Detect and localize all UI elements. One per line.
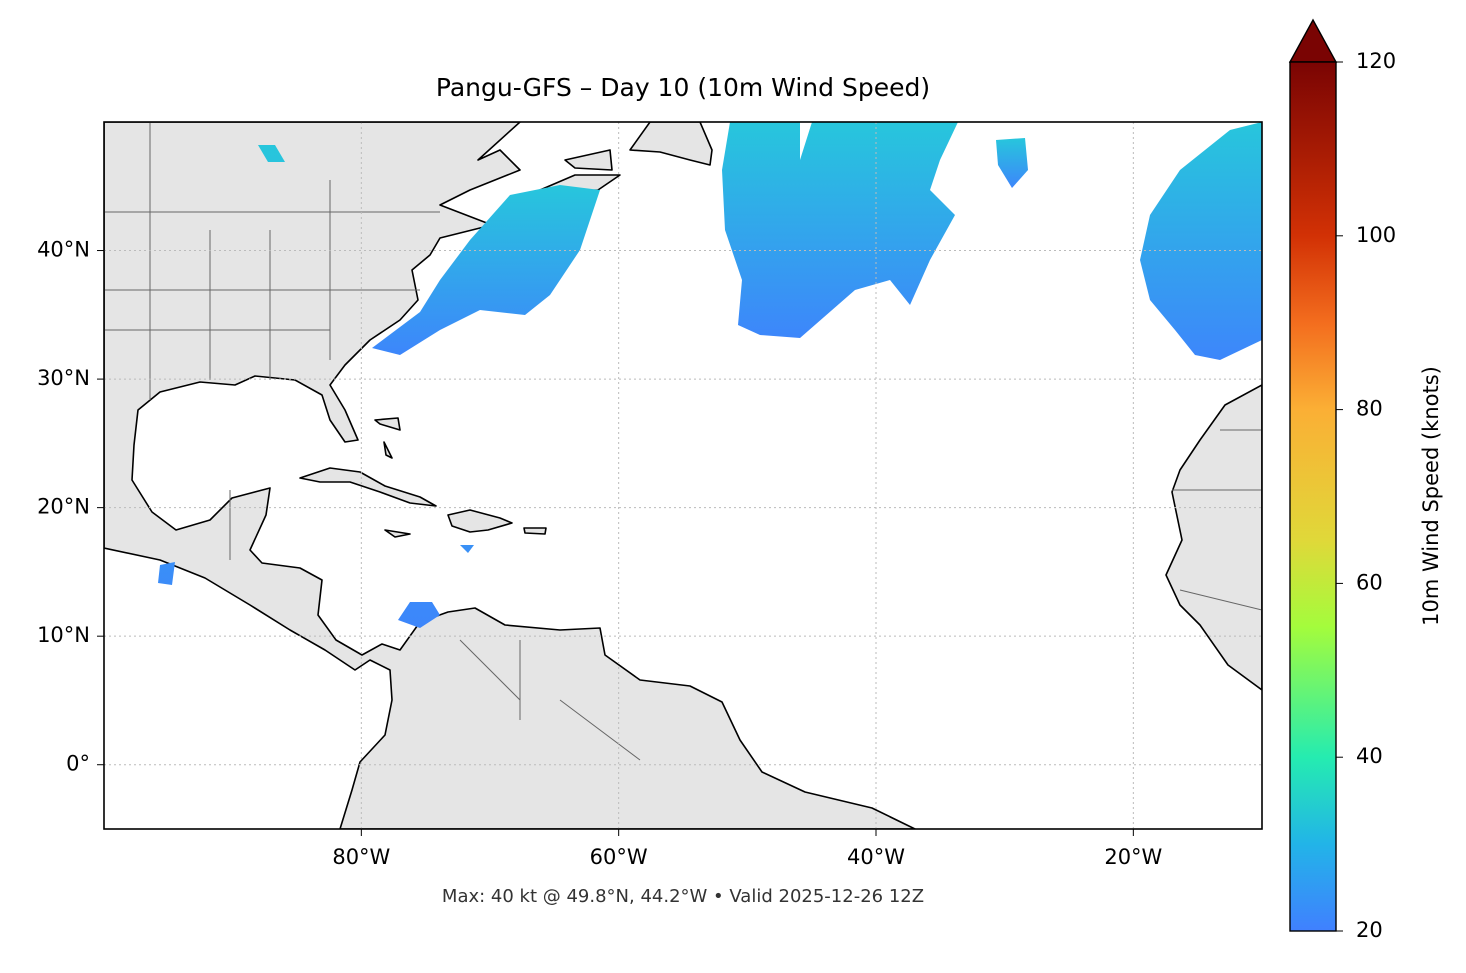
wind-region [722,122,958,338]
americas [104,122,916,829]
y-tick-label: 10°N [37,623,90,647]
grid [104,122,1262,829]
subtitle: Max: 40 kt @ 49.8°N, 44.2°W • Valid 2025… [442,886,924,907]
y-tick-label: 30°N [37,366,90,390]
colorbar-tick-label: 20 [1356,918,1383,942]
colorbar-tick-label: 100 [1356,223,1396,247]
y-tick-label: 0° [66,752,90,776]
colorbar-tick-label: 120 [1356,49,1396,73]
y-tick-label: 40°N [37,238,90,262]
colorbar-tick-label: 60 [1356,570,1383,594]
map [104,122,1262,829]
wind-region [1140,122,1262,360]
map-frame [103,121,1263,830]
cuba [299,467,437,507]
colorbar-tick-label: 80 [1356,397,1383,421]
wind-region [372,185,600,355]
x-tick-label: 40°W [847,845,905,869]
x-tick-label: 80°W [332,845,390,869]
colorbar [1289,61,1337,932]
colorbar-extend [1288,18,1338,63]
colorbar-label: 10m Wind Speed (knots) [1419,366,1443,626]
hispaniola [447,509,513,533]
chart-title: Pangu-GFS – Day 10 (10m Wind Speed) [436,73,930,102]
islands [374,417,547,538]
colorbar-tick-label: 40 [1356,744,1383,768]
x-tick-label: 20°W [1104,845,1162,869]
greenland [629,122,713,166]
y-tick-label: 20°N [37,495,90,519]
x-tick-label: 60°W [590,845,648,869]
wind-region [996,138,1028,188]
africa [1165,384,1262,691]
borders [104,122,1262,761]
